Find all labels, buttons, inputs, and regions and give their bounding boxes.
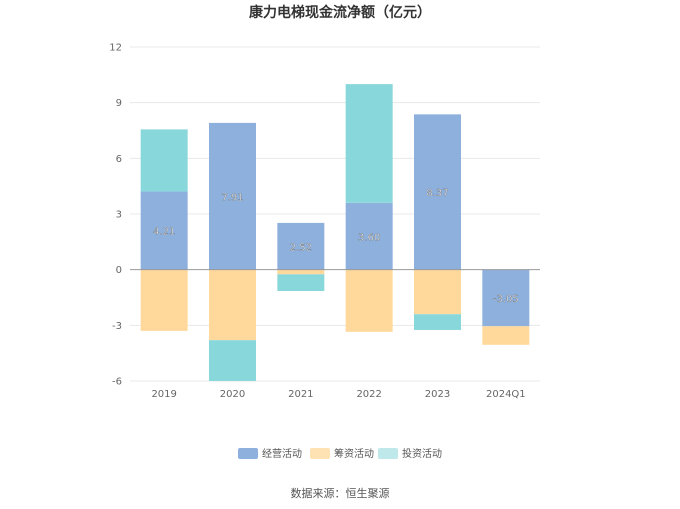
y-tick-label: -6 [112, 377, 122, 388]
bar-segment [414, 269, 461, 315]
bar-segment [209, 269, 256, 341]
data-label: 2.52 [290, 242, 312, 253]
bar-segment [209, 340, 256, 381]
bar-segment [414, 314, 461, 330]
y-tick-label: 0 [116, 265, 122, 276]
y-tick-label: 3 [116, 210, 122, 221]
bar-segment [277, 222, 325, 270]
x-tick-label: 2020 [220, 389, 245, 400]
y-tick-label: 12 [109, 43, 122, 54]
bar-segment [140, 129, 188, 192]
data-label: 3.60 [358, 232, 380, 243]
x-tick-label: 2022 [356, 389, 381, 400]
bar-segment [277, 269, 325, 275]
y-tick-label: 9 [116, 98, 122, 109]
x-tick-label: 2019 [151, 389, 176, 400]
legend-swatch [238, 448, 258, 459]
data-label: 7.91 [221, 192, 243, 203]
x-tick-label: 2023 [425, 389, 450, 400]
bar-segment [414, 114, 461, 270]
bar-segment [345, 269, 393, 332]
bar-segment [140, 269, 188, 331]
bar-segment [140, 191, 188, 270]
chart-title: 康力电梯现金流净额（亿元） [249, 4, 431, 21]
y-tick-label: 6 [116, 154, 122, 165]
x-tick-label: 2021 [288, 389, 313, 400]
legend-label: 投资活动 [402, 447, 442, 460]
bar-segment [482, 269, 530, 327]
bar-segment [482, 326, 530, 345]
legend-label: 筹资活动 [334, 447, 374, 460]
legend: 经营活动 筹资活动 投资活动 [238, 447, 442, 460]
bars [140, 84, 530, 381]
bar-segment [209, 122, 256, 270]
y-axis: 12 9 6 3 0 -3 -6 [109, 43, 122, 388]
data-label: -3.05 [493, 294, 519, 305]
y-tick-label: -3 [112, 321, 122, 332]
data-labels: 4.21 7.91 2.52 3.60 8.37 -3.05 [153, 188, 519, 305]
x-axis: 2019 2020 2021 2022 2023 2024Q1 [151, 389, 525, 400]
grid-lines [130, 46, 540, 382]
legend-swatch [310, 448, 330, 459]
data-label: 4.21 [153, 227, 175, 238]
bar-segment [277, 274, 325, 292]
bar-segment [345, 202, 393, 270]
legend-label: 经营活动 [262, 447, 302, 460]
bar-segment [345, 84, 393, 203]
data-label: 8.37 [426, 188, 448, 199]
source-note: 数据来源：恒生聚源 [291, 486, 390, 500]
x-tick-label: 2024Q1 [486, 389, 526, 400]
legend-swatch [378, 448, 398, 459]
